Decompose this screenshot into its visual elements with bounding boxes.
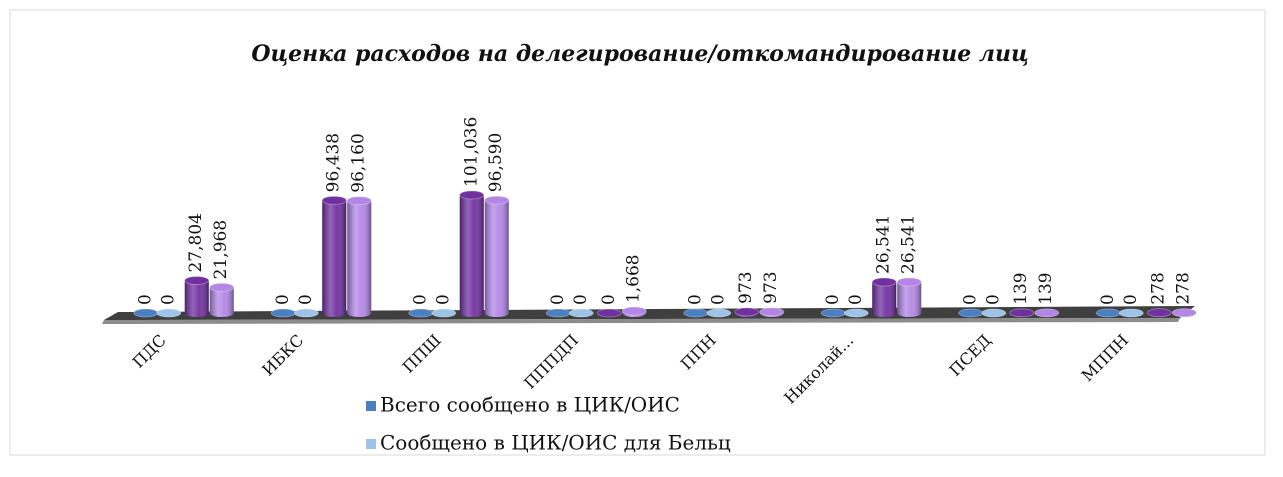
bar-top	[683, 308, 709, 318]
bar-top	[545, 308, 571, 318]
data-label: 0	[410, 294, 430, 305]
bar-top	[896, 277, 922, 287]
data-label: 0	[548, 294, 568, 305]
data-label: 973	[736, 271, 756, 303]
data-label: 26,541	[899, 215, 919, 274]
bar-shade	[897, 278, 922, 317]
bar-top	[1009, 308, 1035, 318]
bar-top	[133, 308, 159, 318]
data-label: 278	[1149, 272, 1169, 304]
data-label: 0	[599, 294, 619, 305]
bar-top	[1146, 308, 1172, 318]
data-label: 96,590	[486, 133, 506, 192]
data-label: 139	[1011, 272, 1031, 304]
data-label: 0	[846, 294, 866, 305]
floor-edge	[102, 318, 1180, 324]
legend-swatch	[366, 439, 376, 449]
data-label: 27,804	[186, 213, 206, 272]
data-label: 1,668	[624, 254, 644, 303]
bar-top	[431, 308, 457, 318]
bar-top	[270, 308, 296, 318]
bar-top	[156, 308, 182, 318]
floor	[104, 306, 1195, 320]
bar-top	[958, 308, 984, 318]
bar-top	[734, 307, 760, 317]
data-label: 0	[433, 294, 453, 305]
chart-frame	[9, 9, 1266, 456]
bar-top	[759, 307, 785, 317]
data-label: 0	[158, 294, 178, 305]
data-label: 0	[685, 294, 705, 305]
data-label: 101,036	[461, 117, 481, 187]
bar-top	[1034, 308, 1060, 318]
data-label: 0	[823, 294, 843, 305]
chart-title: Оценка расходов на делегирование/откоман…	[251, 41, 1028, 67]
legend-label: Сообщено в ЦИК/ОИС для Бельц	[380, 431, 731, 455]
data-label: 0	[1121, 294, 1141, 305]
bar-top	[981, 308, 1007, 318]
data-label: 96,438	[324, 133, 344, 192]
bar-shade	[347, 196, 372, 317]
bar-shade	[322, 196, 347, 317]
bar-top	[459, 190, 485, 200]
bar-top	[184, 276, 210, 286]
data-label: 96,160	[349, 133, 369, 192]
bar-top	[321, 195, 347, 205]
bar-shade	[459, 191, 484, 317]
bar-top	[568, 308, 594, 318]
data-label: 0	[983, 294, 1003, 305]
data-label: 0	[1098, 294, 1118, 305]
data-label: 139	[1036, 272, 1056, 304]
bar-shade	[872, 278, 897, 317]
data-label: 0	[135, 294, 155, 305]
bar-top	[820, 308, 846, 318]
bar-top	[1095, 308, 1121, 318]
bar-top	[293, 308, 319, 318]
data-label: 26,541	[874, 215, 894, 274]
bar-top	[621, 306, 647, 316]
data-label: 0	[273, 294, 293, 305]
bar-top	[871, 277, 897, 287]
bar-top	[1118, 308, 1144, 318]
bar-top	[484, 195, 510, 205]
bar-shade	[184, 276, 209, 317]
bar-shade	[484, 196, 509, 317]
data-label: 0	[571, 294, 591, 305]
data-label: 0	[296, 294, 316, 305]
legend-swatch	[366, 401, 376, 411]
data-label: 0	[708, 294, 728, 305]
legend-label: Всего сообщено в ЦИК/ОИС	[380, 393, 680, 417]
bar-top	[408, 308, 434, 318]
bar-top	[706, 308, 732, 318]
bar-top	[1171, 308, 1197, 318]
data-label: 278	[1174, 272, 1194, 304]
data-label: 0	[960, 294, 980, 305]
bar-top	[596, 308, 622, 318]
data-label: 973	[761, 271, 781, 303]
bar-top	[843, 308, 869, 318]
data-label: 21,968	[211, 220, 231, 279]
bar-top	[346, 196, 372, 206]
bar-top	[209, 282, 235, 292]
bar-shade	[209, 283, 234, 317]
